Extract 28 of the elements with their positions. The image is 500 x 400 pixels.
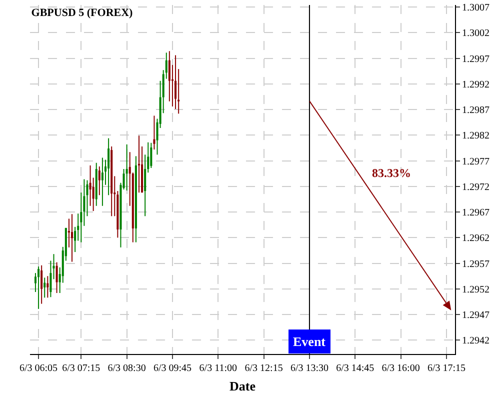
- x-axis-title: Date: [230, 378, 256, 394]
- y-tick-label: 1.3002: [462, 28, 490, 40]
- y-tick-label: 1.2997: [462, 54, 490, 65]
- x-tick-label: 6/3 07:15: [62, 363, 100, 374]
- y-tick-label: 1.2972: [462, 182, 490, 193]
- y-tick-label: 1.2952: [462, 284, 490, 296]
- annotation: 83.33%: [372, 166, 411, 180]
- y-tick-label: 1.3007: [462, 2, 490, 14]
- ref-line-label: Event: [293, 334, 326, 349]
- x-tick-label: 6/3 06:05: [19, 363, 58, 374]
- y-tick-label: 1.2967: [462, 208, 490, 219]
- x-tick-label: 6/3 12:15: [244, 363, 283, 374]
- y-tick-label: 1.2992: [462, 79, 490, 90]
- y-tick-label: 1.2947: [462, 310, 490, 322]
- y-tick-label: 1.2957: [462, 258, 490, 270]
- x-tick-label: 6/3 08:30: [108, 363, 146, 374]
- x-tick-label: 6/3 16:00: [382, 363, 420, 374]
- x-tick-label: 6/3 09:45: [153, 363, 192, 374]
- y-tick-label: 1.2982: [462, 130, 490, 142]
- x-tick-label: 6/3 14:45: [336, 363, 374, 374]
- y-tick-label: 1.2942: [462, 336, 490, 347]
- chart-title: GBPUSD 5 (FOREX): [31, 7, 134, 20]
- y-tick-label: 1.2987: [462, 105, 490, 116]
- x-tick-label: 6/3 11:00: [199, 363, 237, 374]
- y-tick-label: 1.2962: [462, 233, 490, 244]
- x-tick-label: 6/3 17:15: [427, 363, 466, 374]
- x-tick-label: 6/3 13:30: [290, 363, 329, 374]
- y-tick-label: 1.2977: [462, 156, 490, 168]
